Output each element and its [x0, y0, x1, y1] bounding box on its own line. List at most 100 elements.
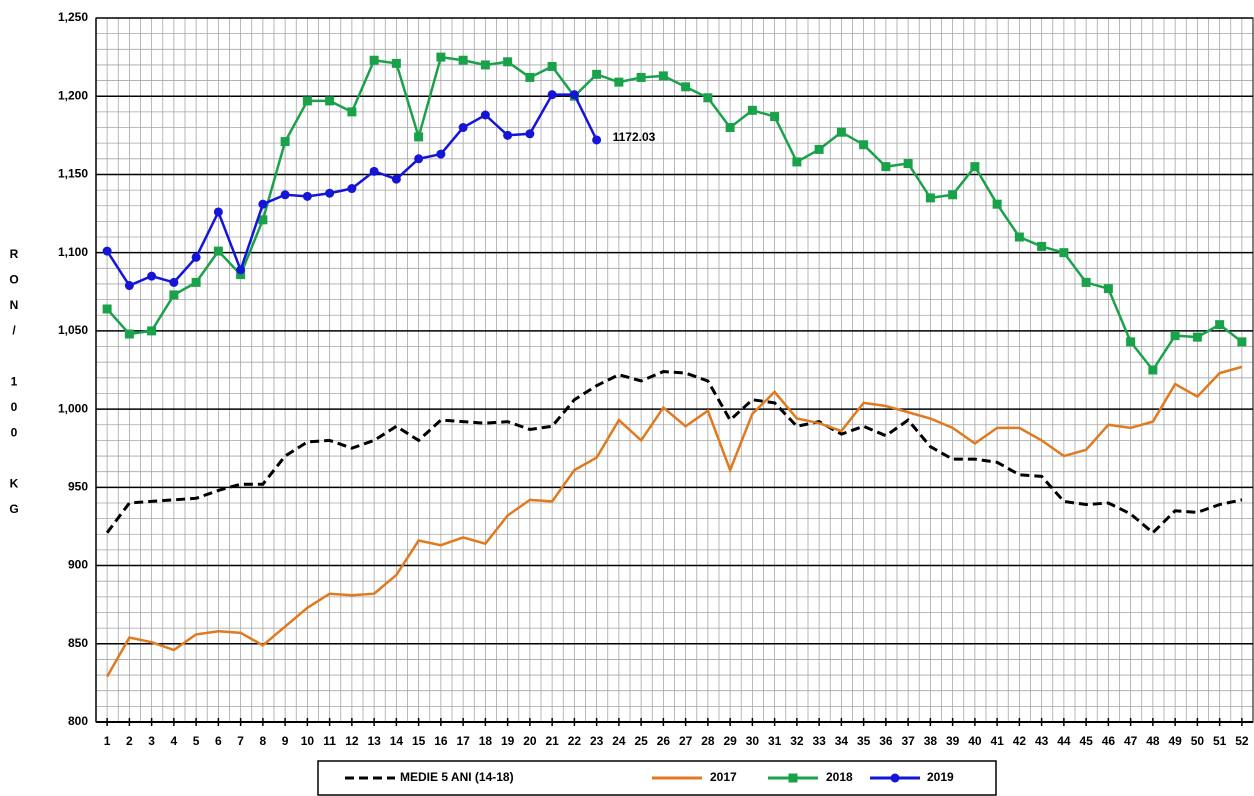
marker	[1126, 337, 1136, 347]
series-line	[105, 370, 1243, 535]
marker	[347, 107, 357, 117]
marker	[213, 246, 223, 256]
marker	[1081, 277, 1091, 287]
marker	[102, 246, 112, 256]
x-tick-label: 8	[260, 734, 267, 748]
y-tick-label: 850	[68, 636, 88, 650]
marker	[658, 71, 668, 81]
x-tick-label: 30	[746, 734, 760, 748]
marker	[859, 140, 869, 150]
marker	[881, 162, 891, 172]
x-tick-label: 38	[924, 734, 938, 748]
marker	[1014, 232, 1024, 242]
marker	[280, 137, 290, 147]
marker	[569, 90, 579, 100]
y-tick-label: 1,050	[58, 323, 88, 337]
marker	[369, 166, 379, 176]
legend-marker	[788, 773, 798, 783]
marker	[480, 110, 490, 120]
x-tick-label: 20	[523, 734, 537, 748]
x-tick-label: 44	[1057, 734, 1071, 748]
marker	[436, 52, 446, 62]
marker	[280, 190, 290, 200]
marker	[124, 281, 134, 291]
marker	[792, 157, 802, 167]
marker	[480, 60, 490, 70]
y-tick-label: 800	[68, 714, 88, 728]
marker	[681, 82, 691, 92]
x-tick-label: 34	[835, 734, 849, 748]
marker	[169, 277, 179, 287]
y-tick-label: 1,150	[58, 167, 88, 181]
x-tick-label: 19	[501, 734, 515, 748]
marker	[102, 304, 112, 314]
y-tick-label: 1,000	[58, 401, 88, 415]
marker	[1059, 248, 1069, 258]
plot-frame	[95, 17, 1254, 723]
legend-label: 2019	[927, 770, 954, 784]
marker	[391, 174, 401, 184]
x-tick-label: 41	[990, 734, 1004, 748]
x-tick-label: 52	[1235, 734, 1249, 748]
x-tick-label: 28	[701, 734, 715, 748]
x-tick-label: 9	[282, 734, 289, 748]
marker	[325, 96, 335, 106]
legend-label: 2018	[826, 770, 853, 784]
y-tick-label: 1,250	[58, 10, 88, 24]
x-tick-label: 14	[390, 734, 404, 748]
marker	[191, 252, 201, 262]
y-tick-label: 950	[68, 480, 88, 494]
marker	[547, 90, 557, 100]
x-tick-label: 26	[657, 734, 671, 748]
x-tick-label: 2	[126, 734, 133, 748]
marker	[258, 215, 268, 225]
marker	[391, 58, 401, 68]
x-tick-label: 50	[1191, 734, 1205, 748]
marker	[124, 329, 134, 339]
marker	[592, 69, 602, 79]
x-tick-label: 4	[171, 734, 178, 748]
legend-marker	[890, 773, 900, 783]
marker	[592, 135, 602, 145]
marker	[325, 188, 335, 198]
marker	[1237, 337, 1247, 347]
marker	[213, 207, 223, 217]
marker	[747, 105, 757, 115]
x-tick-label: 3	[148, 734, 155, 748]
marker	[302, 191, 312, 201]
x-tick-label: 42	[1013, 734, 1027, 748]
marker	[836, 127, 846, 137]
x-tick-label: 25	[634, 734, 648, 748]
annotation: 1172.03	[613, 130, 656, 144]
marker	[503, 57, 513, 67]
marker	[1170, 331, 1180, 341]
marker	[458, 123, 468, 133]
marker	[770, 112, 780, 122]
marker	[970, 162, 980, 172]
x-tick-label: 18	[479, 734, 493, 748]
x-tick-label: 22	[568, 734, 582, 748]
y-tick-label: 1,100	[58, 245, 88, 259]
marker	[302, 96, 312, 106]
marker	[525, 72, 535, 82]
marker	[347, 184, 357, 194]
marker	[925, 193, 935, 203]
marker	[414, 132, 424, 142]
x-tick-label: 27	[679, 734, 693, 748]
marker	[369, 55, 379, 65]
marker	[147, 326, 157, 336]
marker	[147, 271, 157, 281]
x-tick-label: 35	[857, 734, 871, 748]
x-tick-label: 39	[946, 734, 960, 748]
marker	[1215, 320, 1225, 330]
x-tick-label: 15	[412, 734, 426, 748]
x-tick-label: 6	[215, 734, 222, 748]
x-tick-label: 1	[104, 734, 111, 748]
x-tick-label: 45	[1079, 734, 1093, 748]
y-tick-label: 900	[68, 558, 88, 572]
x-tick-label: 51	[1213, 734, 1227, 748]
marker	[614, 77, 624, 87]
